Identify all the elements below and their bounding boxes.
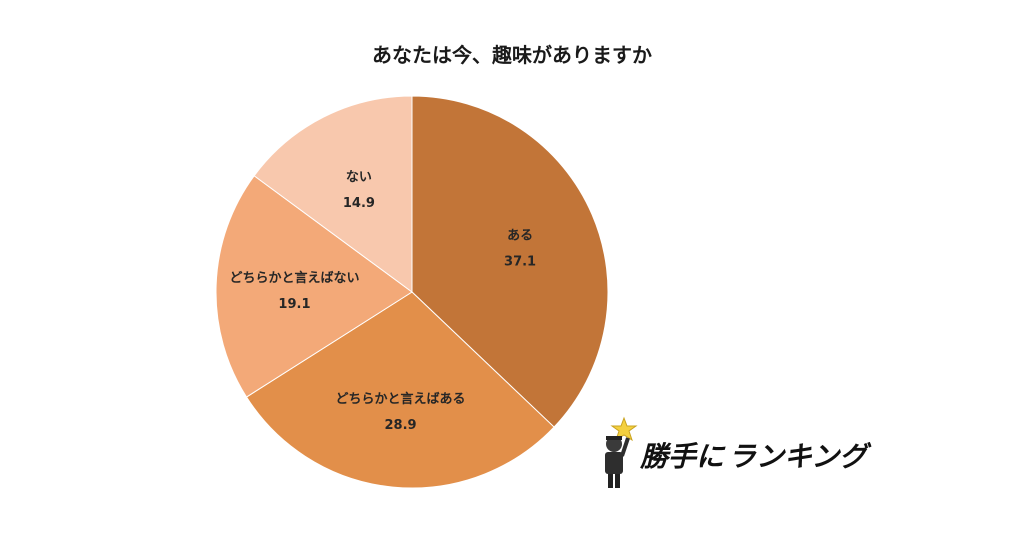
star-icon — [610, 416, 638, 442]
slice-category-label: どちらかと言えばない — [229, 270, 359, 286]
slice-value-label: 14.9 — [343, 196, 375, 211]
chart-title: あなたは今、趣味がありますか — [372, 43, 652, 67]
slice-value-label: 37.1 — [504, 255, 536, 270]
slice-category-label: ある — [507, 229, 533, 244]
pie-slice-3 — [215, 175, 413, 398]
pie-labels: ある 37.1 どちらかと言えばある 28.9 どちらかと言えばない 19.1 ない 14.9 — [229, 170, 536, 433]
pie-slice-4 — [253, 95, 413, 293]
slice-category-label: どちらかと言えばある — [336, 391, 466, 407]
slice-category-label: ない — [346, 170, 372, 185]
slice-value-label: 28.9 — [385, 418, 417, 433]
mascot-figure — [605, 436, 630, 488]
brand-logo: 勝手に ランキング — [605, 416, 872, 488]
logo-text-main: 勝手に — [640, 440, 726, 473]
slice-value-label: 19.1 — [278, 297, 310, 312]
pie-slice-1 — [411, 95, 609, 428]
logo-text-brand: ランキング — [728, 440, 872, 473]
pie-slice-2 — [245, 291, 555, 489]
pie-slices — [215, 95, 609, 489]
